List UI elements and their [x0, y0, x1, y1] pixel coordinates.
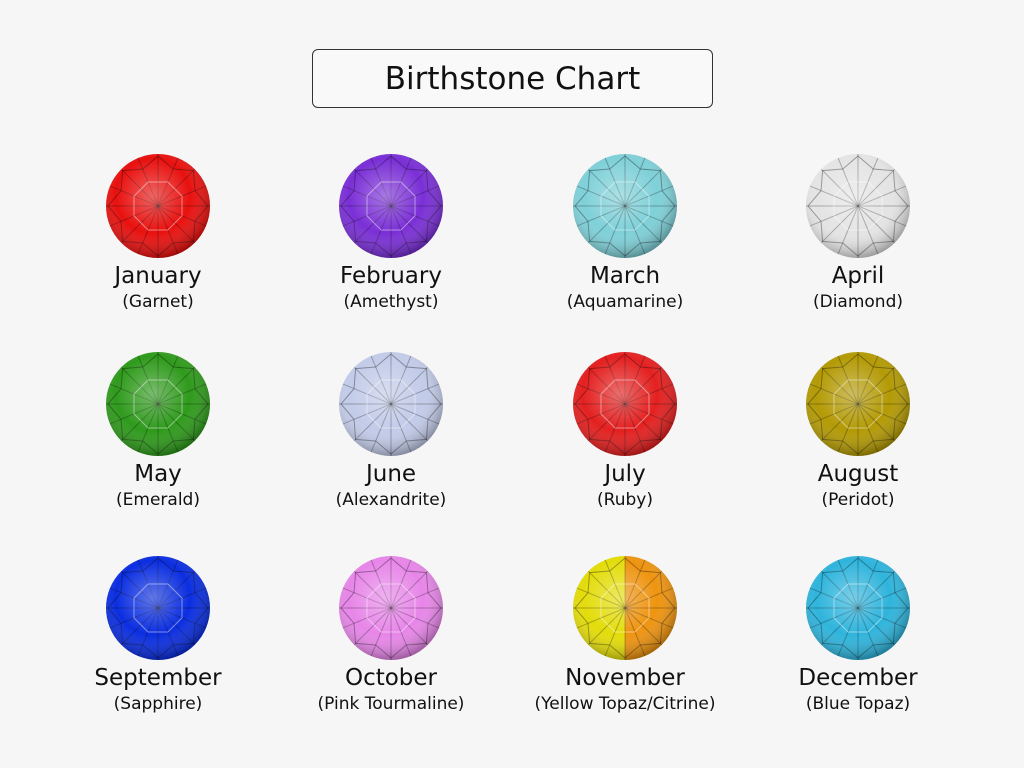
gem-icon: [106, 556, 210, 660]
birthstone-item: September (Sapphire): [48, 555, 268, 715]
stone-label: (Pink Tourmaline): [317, 694, 465, 714]
month-label: November: [565, 665, 685, 691]
birthstone-item: November (Yellow Topaz/Citrine): [515, 555, 735, 715]
gem-icon: [573, 556, 677, 660]
birthstone-item: December (Blue Topaz): [748, 555, 968, 715]
stone-label: (Emerald): [116, 490, 200, 510]
birthstone-item: July (Ruby): [515, 351, 735, 511]
birthstone-item: May (Emerald): [48, 351, 268, 511]
gem-icon: [806, 556, 910, 660]
month-label: September: [94, 665, 222, 691]
birthstone-item: February (Amethyst): [281, 153, 501, 313]
stone-label: (Diamond): [812, 292, 904, 312]
gem-icon: [806, 154, 910, 258]
birthstone-item: August (Peridot): [748, 351, 968, 511]
gem-icon: [106, 154, 210, 258]
month-label: October: [344, 665, 438, 691]
month-label: February: [340, 263, 442, 289]
month-label: July: [604, 461, 646, 487]
stone-label: (Ruby): [597, 490, 653, 510]
gem-icon: [339, 352, 443, 456]
month-label: January: [114, 263, 202, 289]
gem-icon: [339, 154, 443, 258]
month-label: March: [589, 263, 661, 289]
stone-label: (Garnet): [122, 292, 194, 312]
gem-icon: [806, 352, 910, 456]
stone-label: (Amethyst): [343, 292, 439, 312]
month-label: August: [817, 461, 899, 487]
stone-label: (Alexandrite): [335, 490, 447, 510]
month-label: December: [798, 665, 918, 691]
stone-label: (Sapphire): [113, 694, 203, 714]
chart-title: Birthstone Chart: [312, 49, 713, 108]
stone-label: (Peridot): [821, 490, 895, 510]
gem-icon: [106, 352, 210, 456]
birthstone-item: April (Diamond): [748, 153, 968, 313]
birthstone-item: June (Alexandrite): [281, 351, 501, 511]
stone-label: (Blue Topaz): [805, 694, 911, 714]
month-label: April: [831, 263, 885, 289]
month-label: June: [365, 461, 417, 487]
gem-icon: [573, 352, 677, 456]
birthstone-item: March (Aquamarine): [515, 153, 735, 313]
gem-icon: [339, 556, 443, 660]
birthstone-item: January (Garnet): [48, 153, 268, 313]
birthstone-item: October (Pink Tourmaline): [281, 555, 501, 715]
stone-label: (Aquamarine): [566, 292, 684, 312]
gem-icon: [573, 154, 677, 258]
month-label: May: [134, 461, 182, 487]
stone-label: (Yellow Topaz/Citrine): [534, 694, 716, 714]
